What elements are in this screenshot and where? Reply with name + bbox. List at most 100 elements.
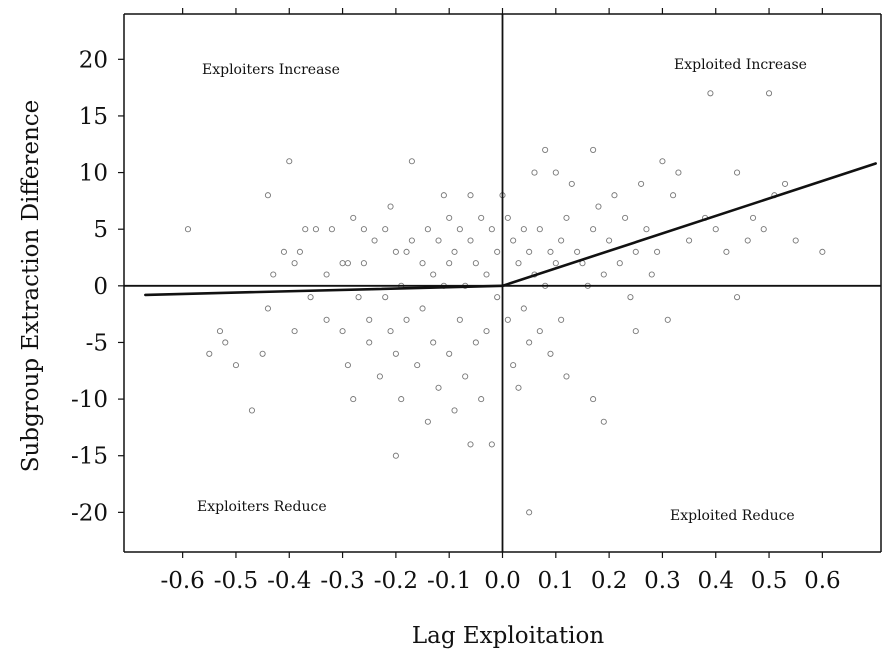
x-tick-label: -0.6 xyxy=(160,568,204,594)
data-point xyxy=(440,192,447,199)
data-point xyxy=(222,339,229,346)
data-point xyxy=(526,248,533,255)
data-point xyxy=(627,294,634,301)
y-axis-ticks: -20 -15 -10 -5 0 5 10 15 20 xyxy=(71,47,124,526)
data-point xyxy=(760,226,767,233)
data-point xyxy=(323,271,330,278)
data-point xyxy=(664,316,671,323)
data-point xyxy=(392,248,399,255)
data-point xyxy=(419,260,426,267)
scatter-points xyxy=(184,90,826,516)
data-point xyxy=(616,260,623,267)
x-tick-label: -0.3 xyxy=(320,568,364,594)
data-point xyxy=(360,226,367,233)
data-point xyxy=(430,339,437,346)
data-point xyxy=(483,271,490,278)
data-point xyxy=(424,226,431,233)
data-point xyxy=(184,226,192,233)
x-tick-label: 0.4 xyxy=(697,568,734,594)
data-point xyxy=(446,214,453,221)
data-point xyxy=(563,214,570,221)
y-tick-label: 5 xyxy=(93,217,108,243)
data-point xyxy=(648,271,655,278)
data-point xyxy=(264,192,271,199)
data-point xyxy=(590,396,597,403)
y-tick-label: 0 xyxy=(93,274,108,300)
data-point xyxy=(280,248,287,255)
data-point xyxy=(536,226,543,233)
data-point xyxy=(547,350,554,357)
data-point xyxy=(600,418,607,425)
data-point xyxy=(462,373,469,380)
data-point xyxy=(531,169,538,176)
data-point xyxy=(392,350,399,357)
data-point xyxy=(296,248,303,255)
data-point xyxy=(622,214,629,221)
data-point xyxy=(446,260,453,267)
data-point xyxy=(339,260,346,267)
data-point xyxy=(478,396,485,403)
data-point xyxy=(792,237,799,244)
data-point xyxy=(248,407,255,414)
x-axis-ticks: -0.6 -0.5 -0.4 -0.3 -0.2 -0.1 0.0 0.1 0.2 0.3 0.4 0… xyxy=(160,8,841,594)
data-point xyxy=(291,260,298,267)
data-point xyxy=(366,316,373,323)
data-point xyxy=(328,226,335,233)
data-point xyxy=(659,158,666,165)
data-point xyxy=(419,305,426,312)
data-point xyxy=(750,214,757,221)
data-point xyxy=(712,226,719,233)
data-point xyxy=(781,180,789,187)
x-tick-label: -0.2 xyxy=(374,568,418,594)
data-point xyxy=(552,260,559,267)
data-point xyxy=(307,294,314,301)
data-point xyxy=(547,248,554,255)
data-point xyxy=(232,362,240,369)
data-point xyxy=(494,294,501,301)
data-point xyxy=(611,192,618,199)
x-tick-label: -0.5 xyxy=(214,568,258,594)
data-point xyxy=(344,260,351,267)
data-point xyxy=(526,509,533,516)
data-point xyxy=(638,180,645,187)
data-point xyxy=(430,271,437,278)
data-point xyxy=(387,203,394,210)
data-point xyxy=(488,226,495,233)
data-point xyxy=(723,248,730,255)
y-axis-title: Subgroup Extraction Difference xyxy=(18,100,44,473)
data-point xyxy=(765,90,773,97)
y-tick-label: 20 xyxy=(79,47,108,73)
data-point xyxy=(302,226,309,233)
data-point xyxy=(563,373,570,380)
data-point xyxy=(270,271,277,278)
x-tick-label: 0.1 xyxy=(538,568,575,594)
data-point xyxy=(403,248,410,255)
data-point xyxy=(574,248,581,255)
y-tick-label: -5 xyxy=(86,330,108,356)
x-tick-label: 0.6 xyxy=(804,568,841,594)
quadrant-label-bottom-right: Exploited Reduce xyxy=(670,508,795,524)
data-point xyxy=(355,294,362,301)
data-point xyxy=(632,328,639,335)
fit-line-group xyxy=(144,162,877,297)
data-point xyxy=(552,169,559,176)
data-point xyxy=(323,316,330,323)
y-tick-label: -20 xyxy=(71,500,108,526)
data-point xyxy=(435,384,442,391)
data-point xyxy=(467,441,474,448)
data-point xyxy=(206,350,213,357)
x-tick-label: 0.3 xyxy=(644,568,681,594)
x-tick-label: 0.0 xyxy=(484,568,521,594)
data-point xyxy=(382,226,389,233)
fit-line-right xyxy=(501,162,877,288)
x-tick-label: -0.1 xyxy=(427,568,471,594)
data-point xyxy=(632,248,639,255)
data-point xyxy=(686,237,693,244)
data-point xyxy=(403,316,410,323)
data-point xyxy=(526,339,533,346)
data-point xyxy=(488,441,495,448)
data-point xyxy=(414,362,421,369)
data-point xyxy=(670,192,677,199)
data-point xyxy=(472,260,479,267)
